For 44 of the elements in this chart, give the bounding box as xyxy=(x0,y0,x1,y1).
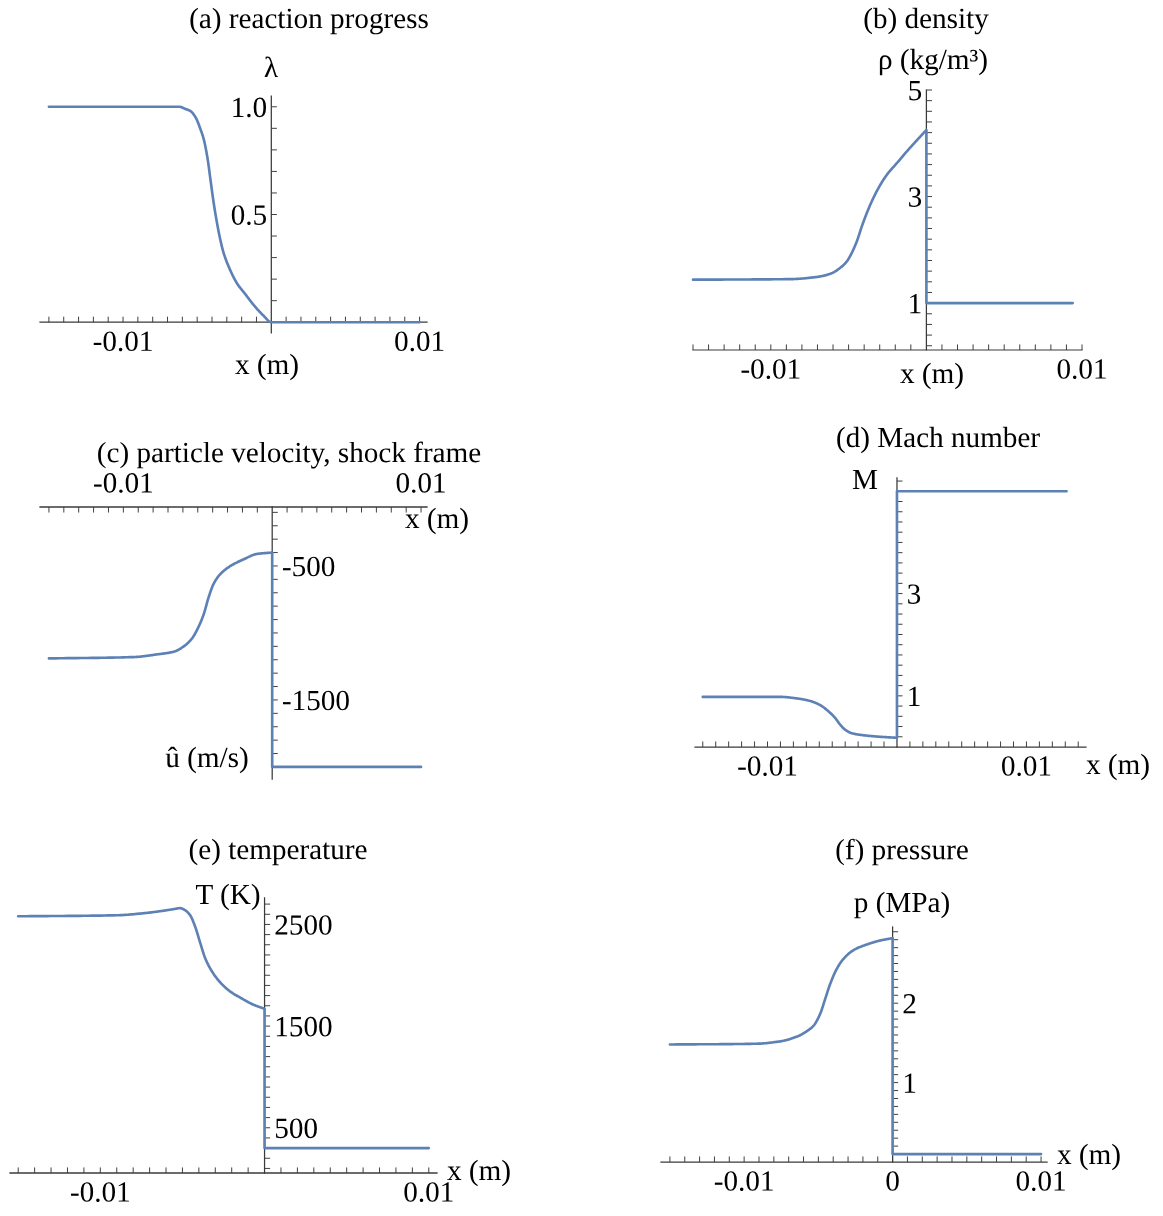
y-tick-label: 2 xyxy=(903,994,916,1014)
chart-title: (b) density xyxy=(864,7,989,35)
y-tick-label: 5 xyxy=(909,81,922,101)
x-axis-title: x (m) xyxy=(1057,1143,1120,1171)
x-tick-label: 0.01 xyxy=(395,331,444,352)
x-tick-label: 0.01 xyxy=(1016,1171,1065,1191)
x-tick-label: 0.01 xyxy=(1002,756,1051,776)
x-tick-label: -0.01 xyxy=(741,359,800,379)
x-tick-label: 0.01 xyxy=(396,473,445,493)
y-axis-title: û (m/s) xyxy=(165,746,248,774)
x-tick-label: -0.01 xyxy=(738,756,797,776)
chart-title: (e) temperature xyxy=(189,838,367,866)
y-axis-title: T (K) xyxy=(195,883,260,911)
y-axis-title: ρ (kg/m³) xyxy=(879,48,987,76)
chart-title: (d) Mach number xyxy=(837,426,1040,454)
y-tick-label: 0.5 xyxy=(231,205,266,226)
x-tick-label: 0.01 xyxy=(404,1182,453,1202)
y-tick-label: 3 xyxy=(908,584,921,604)
x-axis-title: x (m) xyxy=(235,353,298,381)
y-axis-title: M xyxy=(852,469,878,490)
y-tick-label: 1 xyxy=(909,686,920,706)
x-axis-title: x (m) xyxy=(900,362,963,390)
x-axis-title: x (m) xyxy=(405,507,468,535)
y-tick-label: 3 xyxy=(909,187,922,207)
chart-title: (c) particle velocity, shock frame xyxy=(98,441,481,469)
x-tick-label: 0.01 xyxy=(1057,359,1106,379)
chart-title: (f) pressure xyxy=(836,838,968,866)
x-tick-label: -0.01 xyxy=(714,1171,773,1191)
x-tick-label: 0 xyxy=(886,1171,899,1191)
x-tick-label: -0.01 xyxy=(71,1182,129,1202)
x-tick-label: -0.01 xyxy=(94,473,152,493)
y-axis-title: λ xyxy=(264,56,278,78)
y-tick-label: 2500 xyxy=(275,915,332,935)
chart-title: (a) reaction progress xyxy=(190,7,428,35)
y-tick-label: 1.0 xyxy=(233,97,267,118)
y-tick-label: 500 xyxy=(275,1118,317,1139)
x-tick-label: -0.01 xyxy=(93,331,152,352)
y-tick-label: 1 xyxy=(910,293,921,314)
y-tick-label: 1500 xyxy=(276,1016,332,1037)
y-tick-label: 1 xyxy=(904,1073,916,1093)
y-tick-label: -500 xyxy=(283,556,335,577)
y-axis-title: p (MPa) xyxy=(854,891,949,919)
y-tick-label: -1500 xyxy=(283,690,349,711)
x-axis-title: x (m) xyxy=(1086,753,1149,781)
